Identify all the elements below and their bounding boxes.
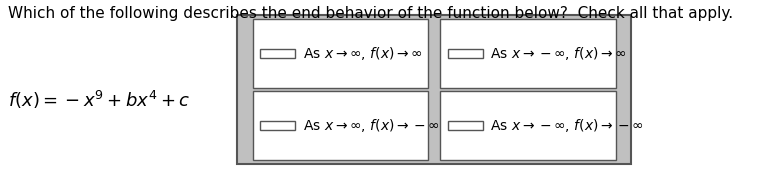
FancyBboxPatch shape xyxy=(448,49,482,58)
FancyBboxPatch shape xyxy=(448,121,482,130)
FancyBboxPatch shape xyxy=(440,19,615,88)
Text: Which of the following describes the end behavior of the function below?  Check : Which of the following describes the end… xyxy=(8,7,733,22)
Text: $f(x) = -x^9 + bx^4 + c$: $f(x) = -x^9 + bx^4 + c$ xyxy=(8,88,190,111)
FancyBboxPatch shape xyxy=(237,15,631,164)
FancyBboxPatch shape xyxy=(260,49,296,58)
FancyBboxPatch shape xyxy=(440,91,615,160)
Text: As $x \rightarrow -\infty$, $f(x) \rightarrow \infty$: As $x \rightarrow -\infty$, $f(x) \right… xyxy=(490,45,627,62)
FancyBboxPatch shape xyxy=(252,91,428,160)
Text: As $x \rightarrow -\infty$, $f(x) \rightarrow -\infty$: As $x \rightarrow -\infty$, $f(x) \right… xyxy=(490,117,644,134)
Text: As $x \rightarrow \infty$, $f(x) \rightarrow \infty$: As $x \rightarrow \infty$, $f(x) \righta… xyxy=(303,45,423,62)
FancyBboxPatch shape xyxy=(260,121,296,130)
FancyBboxPatch shape xyxy=(252,19,428,88)
Text: As $x \rightarrow \infty$, $f(x) \rightarrow -\infty$: As $x \rightarrow \infty$, $f(x) \righta… xyxy=(303,117,440,134)
